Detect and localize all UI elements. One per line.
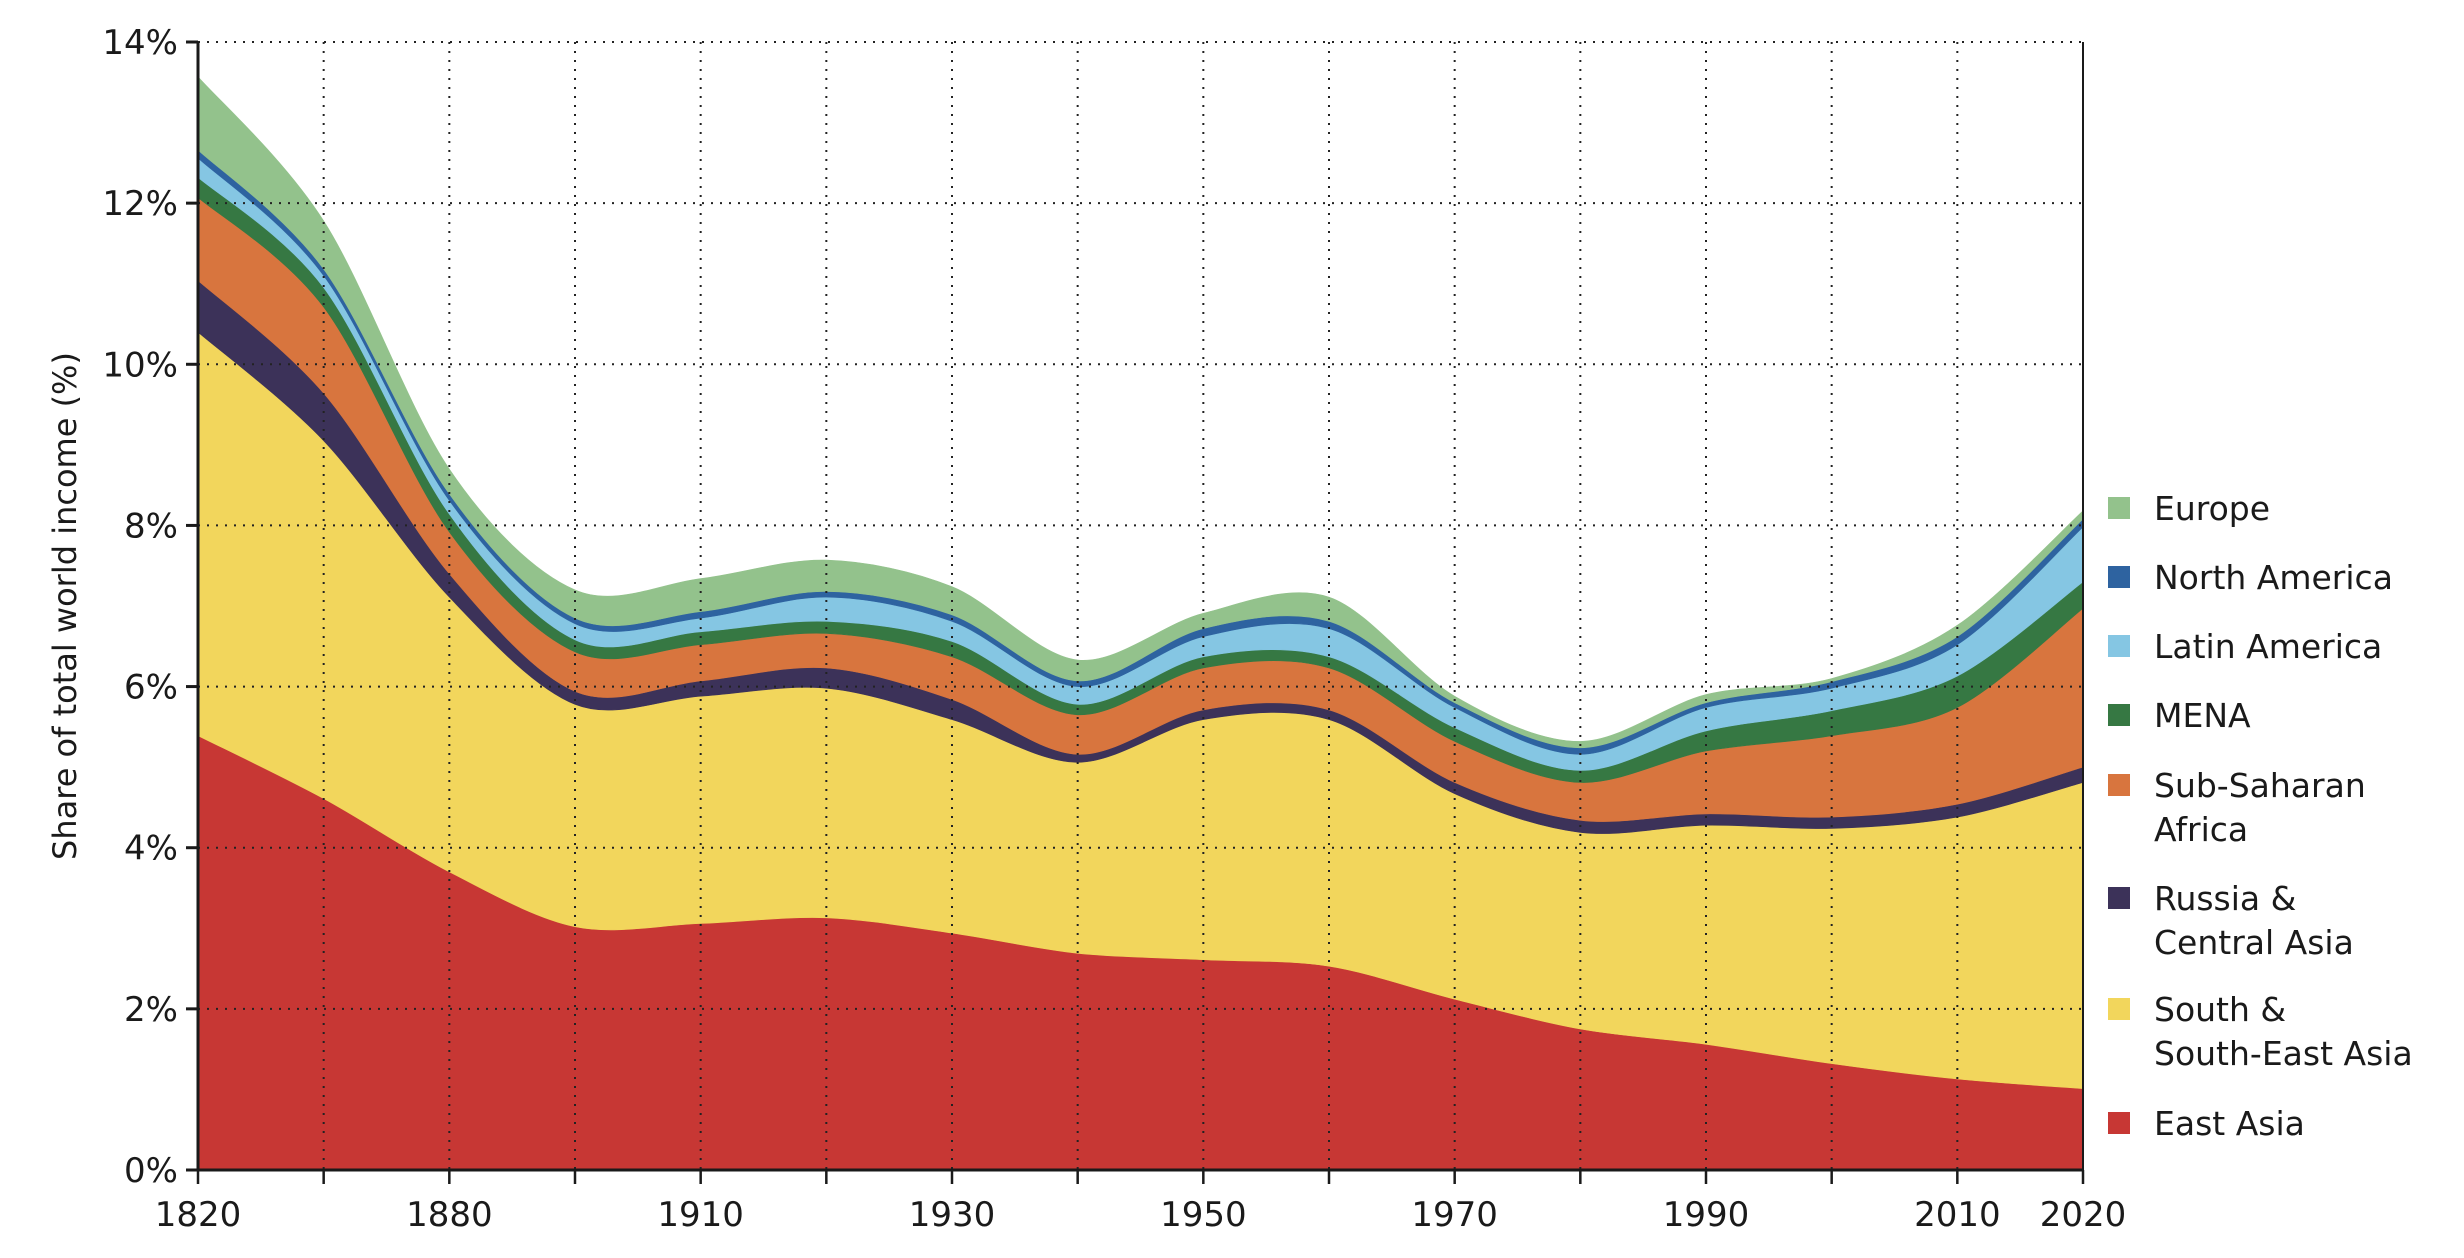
legend-swatch (2108, 887, 2130, 909)
legend-label: Europe (2154, 489, 2271, 528)
legend: Europe North America Latin America MENA Sub-… (2108, 0, 2458, 1258)
legend-label: East Asia (2154, 1104, 2305, 1143)
y-tick-label: 12% (102, 184, 178, 224)
x-tick-label: 1950 (1160, 1195, 1247, 1235)
axes (196, 42, 2084, 1172)
x-tick-label: 1990 (1663, 1195, 1750, 1235)
area-layer (197, 75, 2084, 1171)
legend-label: Sub-Saharan Africa (2154, 766, 2366, 849)
legend-item-east-asia: East Asia (2108, 1102, 2305, 1146)
legend-item-mena: MENA (2108, 694, 2251, 738)
legend-swatch (2108, 704, 2130, 726)
y-axis-ticks: 0% 2% 4% 6% 8% 10% 12% 14% (102, 23, 198, 1191)
y-tick-label: 4% (124, 829, 178, 869)
x-tick-label: 2020 (2040, 1195, 2127, 1235)
x-tick-label: 1880 (406, 1195, 493, 1235)
x-tick-label: 1970 (1411, 1195, 1498, 1235)
y-tick-label: 14% (102, 23, 178, 63)
y-tick-label: 10% (102, 345, 178, 385)
legend-item-latin-america: Latin America (2108, 625, 2382, 669)
y-tick-label: 8% (124, 506, 178, 546)
x-tick-label: 2010 (1914, 1195, 2001, 1235)
legend-swatch (2108, 566, 2130, 588)
legend-label: North America (2154, 558, 2393, 597)
legend-swatch (2108, 1112, 2130, 1134)
legend-item-north-america: North America (2108, 556, 2393, 600)
y-axis-title: Share of total world income (%) (46, 352, 84, 860)
legend-label: Latin America (2154, 627, 2383, 666)
legend-item-sub-saharan-africa: Sub-Saharan Africa (2108, 764, 2366, 852)
legend-label: Russia & Central Asia (2154, 879, 2354, 962)
legend-label: South & South-East Asia (2154, 990, 2413, 1073)
y-tick-label: 2% (124, 990, 178, 1030)
legend-item-europe: Europe (2108, 487, 2270, 531)
y-tick-label: 0% (124, 1151, 178, 1191)
legend-swatch (2108, 774, 2130, 796)
legend-swatch (2108, 998, 2130, 1020)
legend-label: MENA (2154, 696, 2251, 735)
x-tick-label: 1820 (155, 1195, 242, 1235)
x-tick-label: 1930 (909, 1195, 996, 1235)
x-tick-label: 1910 (657, 1195, 744, 1235)
legend-item-south-south-east-asia: South & South-East Asia (2108, 988, 2413, 1076)
legend-swatch (2108, 497, 2130, 519)
x-axis-ticks: 1820 1880 1910 1930 1950 1970 1990 2010 2020 (155, 1170, 2127, 1235)
legend-item-russia-central-asia: Russia & Central Asia (2108, 877, 2354, 965)
y-tick-label: 6% (124, 668, 178, 708)
legend-swatch (2108, 635, 2130, 657)
